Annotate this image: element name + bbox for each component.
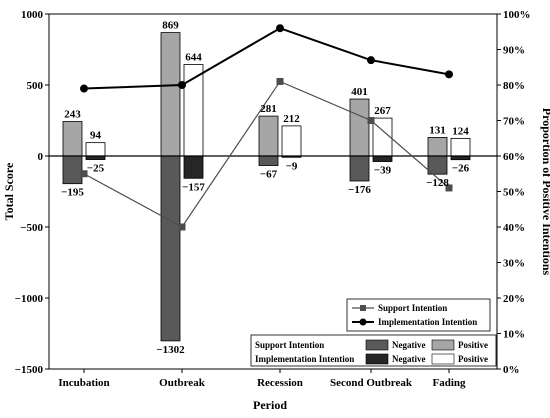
right-tick-label: 30% — [503, 258, 525, 270]
line-point-implementation-4 — [445, 70, 453, 79]
right-tick-label: 10% — [503, 329, 525, 341]
bar-value-label: 281 — [260, 103, 277, 115]
bar-implementation-intention-positive-0 — [85, 142, 106, 157]
right-tick-label: 20% — [503, 293, 525, 305]
line-point-support-2 — [276, 77, 284, 85]
bar-implementation-intention-negative-1 — [183, 155, 204, 179]
line-implementation-intention — [83, 27, 450, 90]
bar-support-intention-positive-0 — [62, 121, 83, 157]
bar-value-label: −67 — [260, 169, 278, 181]
bar-value-label: 212 — [283, 113, 300, 125]
lines-layer — [80, 24, 453, 231]
left-tick-label: −1000 — [15, 293, 44, 305]
bar-legend-negative-swatch — [365, 353, 389, 365]
left-tick-label: 1000 — [21, 9, 44, 21]
bar-value-label: 401 — [351, 86, 368, 98]
bar-legend-group-label: Implementation Intention — [255, 354, 354, 364]
line-point-support-3 — [367, 117, 375, 124]
axes-layer: 1000 500 0 −500 −1000 −1500 100% 90% 80% 70% 60% 50… — [2, 9, 550, 412]
right-axis-title: Proportion of Positive Intentions — [540, 108, 550, 276]
line-point-implementation-3 — [367, 56, 375, 65]
bar-value-label: −9 — [286, 160, 298, 172]
left-tick-label: 0 — [38, 151, 44, 163]
line-point-implementation-2 — [276, 24, 284, 33]
line-point-support-0 — [80, 170, 88, 178]
line-point-implementation-0 — [80, 84, 88, 93]
right-tick-label: 50% — [503, 187, 525, 199]
bar-value-label: −128 — [426, 177, 449, 189]
square-marker-icon — [360, 305, 366, 311]
category-label: Second Outbreak — [330, 377, 413, 389]
right-tick-label: 60% — [503, 151, 525, 163]
bar-value-label: 644 — [185, 52, 202, 64]
bars-layer — [62, 32, 471, 342]
bar-legend-negative-label: Negative — [392, 354, 426, 364]
line-point-support-1 — [178, 223, 186, 231]
bar-value-label: −157 — [182, 181, 205, 193]
bar-legend-positive-label: Positive — [458, 340, 488, 350]
bar-support-intention-positive-1 — [160, 32, 181, 157]
bar-support-intention-positive-3 — [349, 98, 370, 157]
bar-value-label: −39 — [374, 165, 392, 177]
bar-value-label: −195 — [61, 187, 84, 199]
bar-value-label: 131 — [429, 124, 446, 136]
right-tick-label: 70% — [503, 116, 525, 128]
bar-value-label: 94 — [90, 130, 102, 142]
bar-support-intention-negative-0 — [62, 155, 83, 185]
right-tick-label: 80% — [503, 80, 525, 92]
bar-value-label: 267 — [374, 105, 391, 117]
value-labels-layer: 243 869 281 401 131 −195 −1302 −67 −176 −128 94 644… — [61, 20, 470, 356]
bar-value-label: −176 — [348, 184, 371, 196]
category-label: Incubation — [58, 377, 109, 389]
right-tick-label: 40% — [503, 222, 525, 234]
category-label: Fading — [432, 377, 466, 389]
bar-legend-positive-label: Positive — [458, 354, 488, 364]
left-tick-label: −500 — [20, 222, 43, 234]
circle-marker-icon — [359, 318, 367, 326]
bar-value-label: 869 — [162, 20, 179, 32]
bar-legend-negative-label: Negative — [392, 340, 426, 350]
bar-implementation-intention-positive-2 — [281, 125, 302, 157]
bar-implementation-intention-negative-3 — [372, 155, 393, 162]
line-point-implementation-1 — [178, 81, 186, 89]
bar-legend-positive-swatch — [431, 353, 455, 365]
bar-support-intention-negative-3 — [349, 155, 370, 182]
line-point-support-4 — [445, 184, 453, 192]
bar-support-intention-negative-1 — [160, 155, 181, 342]
right-tick-label: 100% — [503, 9, 531, 21]
bar-legend-negative-swatch — [365, 339, 389, 351]
left-tick-label: −1500 — [15, 364, 44, 376]
category-label: Outbreak — [159, 377, 206, 389]
line-legend-label: Support Intention — [378, 303, 447, 313]
bar-value-label: −1302 — [156, 344, 185, 356]
category-label: Recession — [257, 377, 303, 389]
right-tick-label: 0% — [503, 364, 520, 376]
bar-value-label: 124 — [452, 125, 469, 137]
bar-support-intention-positive-4 — [427, 136, 448, 157]
bar-support-intention-positive-2 — [258, 115, 279, 157]
x-axis-title: Period — [253, 398, 287, 412]
left-tick-label: 500 — [27, 80, 44, 92]
left-axis-title: Total Score — [2, 162, 16, 220]
right-tick-label: 90% — [503, 45, 525, 57]
bar-support-intention-negative-2 — [258, 155, 279, 166]
bar-legend-group-label: Support Intention — [255, 340, 324, 350]
bar-implementation-intention-positive-3 — [372, 117, 393, 157]
bar-value-label: 243 — [64, 108, 81, 120]
bar-value-label: −26 — [452, 163, 470, 175]
legends-layer: Support Intention Implementation Intentio… — [250, 298, 497, 367]
bar-value-label: −25 — [87, 163, 105, 175]
line-legend-box — [346, 298, 491, 332]
bar-implementation-intention-positive-4 — [450, 137, 471, 157]
bar-support-intention-negative-4 — [427, 155, 448, 175]
bar-legend-positive-swatch — [431, 339, 455, 351]
line-legend-label: Implementation Intention — [378, 317, 477, 327]
